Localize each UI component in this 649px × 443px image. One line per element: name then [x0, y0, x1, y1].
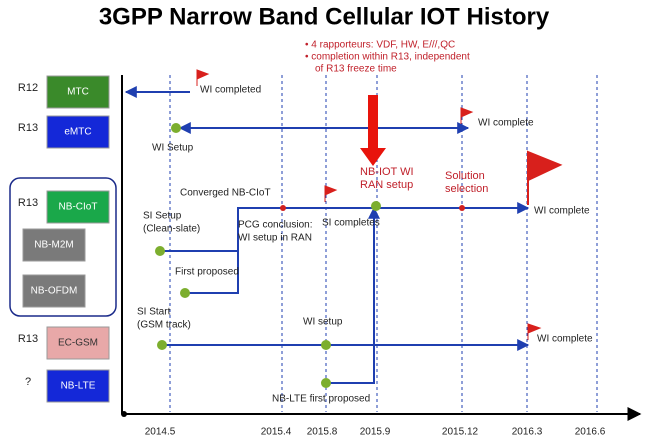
- release: R12: [18, 82, 38, 94]
- dot: [459, 205, 465, 211]
- dots: [155, 123, 465, 388]
- annotation: WI completed: [200, 85, 261, 96]
- rows: R12 MTC R13 eMTC R13 NB-CIoT NB-M2M NB-OFDM R13 E…: [18, 75, 110, 403]
- flows: [124, 86, 530, 384]
- flow: [326, 206, 380, 384]
- flag: [527, 323, 542, 340]
- big-arrow: [360, 95, 386, 166]
- annotation: WI Setup: [152, 143, 194, 154]
- row-label: NB-M2M: [34, 240, 73, 251]
- flag: [527, 150, 563, 205]
- row-box: [46, 75, 110, 109]
- note: of R13 freeze time: [315, 64, 397, 75]
- dot: [171, 123, 181, 133]
- annotation: NB-IOT WI: [360, 166, 414, 178]
- annotation: (Clean-slate): [143, 224, 200, 235]
- release: R13: [18, 333, 38, 345]
- release: R13: [18, 122, 38, 134]
- row-label: NB-OFDM: [31, 286, 78, 297]
- annotation: PCG conclusion:: [238, 220, 312, 231]
- annotation: Converged NB-CIoT: [180, 188, 271, 199]
- annotation: SI Setup: [143, 211, 182, 222]
- origin: [121, 411, 127, 417]
- annotation: (GSM track): [137, 320, 191, 331]
- dot: [280, 205, 286, 211]
- flag: [196, 69, 210, 86]
- flow: [185, 251, 239, 294]
- dot: [155, 246, 165, 256]
- dot: [157, 340, 167, 350]
- dot: [180, 288, 190, 298]
- annotation: First proposed: [175, 267, 239, 278]
- row-box: [46, 369, 110, 403]
- row-label: EC-GSM: [58, 338, 98, 349]
- row-label: MTC: [67, 87, 89, 98]
- annotation: Solution: [445, 170, 485, 182]
- tick-label: 2016.6: [575, 427, 606, 438]
- annotation: NB-LTE first proposed: [272, 394, 370, 405]
- row-box: [46, 326, 110, 360]
- annotation: RAN setup: [360, 179, 413, 191]
- flag: [460, 107, 474, 124]
- annotation: SI completes: [322, 218, 380, 229]
- row-label: eMTC: [64, 127, 91, 138]
- flags: [196, 69, 563, 340]
- dot: [321, 340, 331, 350]
- tick-label: 2016.3: [512, 427, 543, 438]
- annotation: WI complete: [537, 334, 593, 345]
- release: ?: [25, 376, 31, 388]
- annotation: WI setup: [303, 317, 343, 328]
- dot: [321, 378, 331, 388]
- note: • completion within R13, independent: [305, 52, 470, 63]
- row-box: [46, 190, 110, 224]
- annotation: WI complete: [478, 118, 534, 129]
- tick-label: 2015.8: [307, 427, 338, 438]
- dot: [371, 201, 381, 211]
- annotation: selection: [445, 183, 488, 195]
- row-label: NB-CIoT: [59, 202, 98, 213]
- flag: [324, 185, 338, 202]
- tick-label: 2015.4: [261, 427, 292, 438]
- tick-label: 2014.5: [145, 427, 176, 438]
- flow: [160, 202, 530, 252]
- annotation: WI setup in RAN: [238, 233, 312, 244]
- row-box: [22, 228, 86, 262]
- release: R13: [18, 197, 38, 209]
- annotations: WI completed WI complete WI Setup Converged…: [137, 85, 593, 405]
- notes: • 4 rapporteurs: VDF, HW, E///,QC• compl…: [305, 40, 470, 75]
- tick-label: 2015.9: [360, 427, 391, 438]
- annotation: WI complete: [534, 206, 590, 217]
- title: 3GPP Narrow Band Cellular IOT History: [99, 3, 550, 30]
- annotation: SI Start: [137, 307, 171, 318]
- row-label: NB-LTE: [61, 381, 96, 392]
- row-box: [46, 115, 110, 149]
- tick-label: 2015.12: [442, 427, 479, 438]
- row-box: [22, 274, 86, 308]
- group-box: [9, 177, 117, 317]
- note: • 4 rapporteurs: VDF, HW, E///,QC: [305, 40, 455, 51]
